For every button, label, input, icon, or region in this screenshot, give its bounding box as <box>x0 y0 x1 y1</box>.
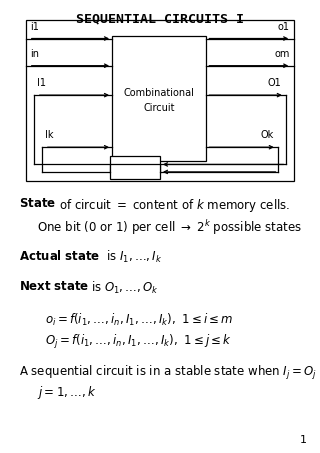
Bar <box>112 36 206 161</box>
Text: $j = 1, \ldots, k$: $j = 1, \ldots, k$ <box>37 384 96 401</box>
Text: I1: I1 <box>37 78 46 88</box>
Bar <box>26 20 294 181</box>
Text: of circuit $=$ content of $k$ memory cells.: of circuit $=$ content of $k$ memory cel… <box>59 197 291 214</box>
Text: is $I_1, \ldots, I_k$: is $I_1, \ldots, I_k$ <box>106 249 162 265</box>
Text: $O_j = f(i_1, \ldots, i_n, I_1, \ldots, I_k), \ 1 \leq j \leq k$: $O_j = f(i_1, \ldots, i_n, I_1, \ldots, … <box>45 333 232 351</box>
Text: One bit (0 or 1) per cell $\rightarrow$ $2^k$ possible states: One bit (0 or 1) per cell $\rightarrow$ … <box>37 218 302 237</box>
Text: om: om <box>274 49 290 59</box>
Text: $\mathbf{Actual\ state}$: $\mathbf{Actual\ state}$ <box>19 249 100 263</box>
Text: A sequential circuit is in a stable state when $I_j = O_j$ for: A sequential circuit is in a stable stat… <box>19 364 320 382</box>
Bar <box>110 156 160 173</box>
Text: Ok: Ok <box>260 130 274 140</box>
Text: is $O_1, \ldots, O_k$: is $O_1, \ldots, O_k$ <box>91 280 159 296</box>
Text: i1: i1 <box>30 22 39 32</box>
Text: 1: 1 <box>300 435 307 445</box>
Text: $\mathbf{State}$: $\mathbf{State}$ <box>19 197 56 210</box>
Text: o1: o1 <box>277 22 290 32</box>
Text: $\mathbf{Next\ state}$: $\mathbf{Next\ state}$ <box>19 280 90 293</box>
Text: Ik: Ik <box>45 130 54 140</box>
Text: O1: O1 <box>268 78 282 88</box>
Text: SEQUENTIAL CIRCUITS I: SEQUENTIAL CIRCUITS I <box>76 13 244 26</box>
Bar <box>110 164 160 179</box>
Text: in: in <box>30 49 39 59</box>
Text: Combinational: Combinational <box>124 88 195 98</box>
Text: $o_i = f(i_1, \ldots, i_n, I_1, \ldots, I_k), \ 1 \leq i \leq m$: $o_i = f(i_1, \ldots, i_n, I_1, \ldots, … <box>45 312 233 328</box>
Text: Circuit: Circuit <box>143 103 175 114</box>
